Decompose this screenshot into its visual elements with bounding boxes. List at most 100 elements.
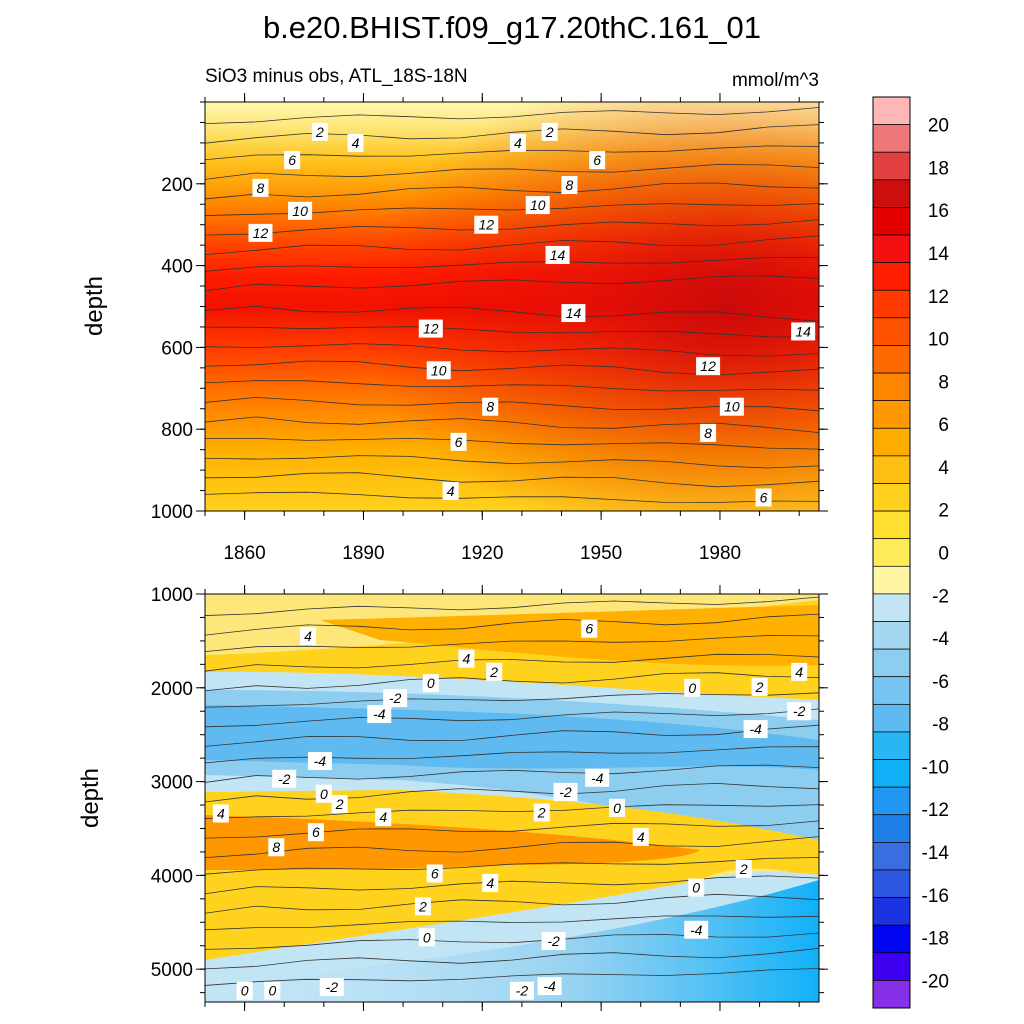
contour-label-text: 6 xyxy=(288,152,296,168)
contour-label-text: 12 xyxy=(253,225,269,241)
upper-ylabel: depth xyxy=(81,276,108,336)
colorbar-frame xyxy=(872,96,911,1009)
contour-label: 12 xyxy=(418,319,443,338)
colorbar-label: 18 xyxy=(928,158,949,179)
contour-line xyxy=(205,326,819,338)
colorbar-swatch xyxy=(872,759,911,788)
contour-label-text: 2 xyxy=(755,679,764,695)
colorbar-swatch xyxy=(872,179,911,208)
contour-label: 4 xyxy=(347,133,364,152)
contour-label-text: -4 xyxy=(314,753,327,769)
contour-label: -2 xyxy=(787,702,812,721)
contour-label-text: 4 xyxy=(795,664,803,680)
contour-label-box xyxy=(561,176,578,195)
contour-label-text: 0 xyxy=(241,983,249,999)
colorbar-swatch xyxy=(872,621,911,650)
contour-label: 10 xyxy=(719,397,744,416)
contour-label-box xyxy=(632,827,649,846)
contour-label: 8 xyxy=(268,838,285,857)
contour-label-box xyxy=(533,803,550,822)
contour-label-box xyxy=(383,689,408,708)
contour-label-box xyxy=(719,397,744,416)
contour-label-box xyxy=(684,920,709,939)
contour-label-box xyxy=(347,133,364,152)
contour-label-box xyxy=(414,897,431,916)
contour-label-text: 8 xyxy=(566,177,574,193)
colorbar-swatch xyxy=(872,207,911,236)
colorbar-swatch xyxy=(872,703,911,733)
contour-label-text: 12 xyxy=(478,217,494,233)
contour-label: -4 xyxy=(743,720,768,739)
contour-label-box xyxy=(608,798,625,817)
contour-label-text: 4 xyxy=(447,483,455,499)
colorbar-label: -12 xyxy=(922,800,949,821)
contour-line xyxy=(205,182,819,200)
contour-label-text: 6 xyxy=(455,434,463,450)
contour-label-text: -4 xyxy=(690,922,703,938)
contour-label-box xyxy=(791,662,808,681)
contour-label-text: -4 xyxy=(373,706,386,722)
contour-line xyxy=(205,708,819,728)
contour-label-box xyxy=(537,977,562,996)
contour-label: 4 xyxy=(791,662,808,681)
contour-label-text: 6 xyxy=(431,866,439,882)
contour-label-box xyxy=(482,873,499,892)
contour-label-text: 2 xyxy=(489,664,498,680)
contour-label-text: 4 xyxy=(514,135,522,151)
colorbar-swatch xyxy=(872,565,911,595)
contour-label-text: 14 xyxy=(795,323,811,339)
contour-line xyxy=(205,107,819,124)
colorbar-label: -18 xyxy=(922,929,949,950)
colorbar-swatch xyxy=(872,731,911,760)
contour-label-text: 4 xyxy=(637,829,645,845)
contour-label: 2 xyxy=(533,803,550,822)
contour-label: -4 xyxy=(537,977,562,996)
contour-label-box xyxy=(751,677,768,696)
figure-title: b.e20.BHIST.f09_g17.20thC.161_01 xyxy=(263,10,761,45)
contour-label-box xyxy=(509,981,534,1000)
contour-label-box xyxy=(755,488,772,507)
contour-label: 4 xyxy=(632,827,649,846)
contour-line xyxy=(205,472,819,488)
contour-label-box xyxy=(450,432,467,451)
contour-label-box xyxy=(787,702,812,721)
colorbar-swatch xyxy=(872,786,911,816)
contour-line xyxy=(205,596,819,616)
contour-label-box xyxy=(315,784,332,803)
colorbar-swatch xyxy=(872,924,911,954)
contour-line xyxy=(205,396,819,412)
contour-label-text: -4 xyxy=(543,978,556,994)
colorbar-swatch xyxy=(872,510,911,540)
contour-label: 8 xyxy=(700,423,717,442)
contour-label-box xyxy=(791,322,816,341)
contour-label: 4 xyxy=(458,649,475,668)
colorbar-swatch xyxy=(872,234,911,263)
contour-label-box xyxy=(288,201,313,220)
colorbar-swatch xyxy=(872,455,911,484)
lower-band-bottom-core xyxy=(205,880,819,1002)
contour-label: 0 xyxy=(422,674,439,693)
contour-label-box xyxy=(252,178,269,197)
contour-line xyxy=(205,746,819,764)
contour-label: 10 xyxy=(525,196,550,215)
contour-label-text: 10 xyxy=(292,203,308,219)
contour-label: 12 xyxy=(248,223,273,242)
colorbar-label: -10 xyxy=(922,757,949,778)
contour-line xyxy=(205,613,819,636)
colorbar: 20181614121086420-2-4-6-8-10-12-14-16-18… xyxy=(872,96,949,1009)
contour-label: 4 xyxy=(299,627,316,646)
contour-label-text: 0 xyxy=(613,800,621,816)
colorbar-swatch xyxy=(872,483,911,512)
y-tick-label: 2000 xyxy=(151,679,193,700)
contour-label-text: -4 xyxy=(591,770,604,786)
contour-line xyxy=(205,804,819,819)
contour-label: 4 xyxy=(442,481,459,500)
contour-line xyxy=(205,947,819,970)
contour-label-text: 6 xyxy=(585,621,593,637)
contour-label-box xyxy=(700,423,717,442)
contour-label-text: 12 xyxy=(423,321,439,337)
colorbar-swatch xyxy=(872,869,911,898)
colorbar-swatch xyxy=(872,676,911,705)
contour-label: 0 xyxy=(688,878,705,897)
colorbar-label: 20 xyxy=(928,116,949,137)
